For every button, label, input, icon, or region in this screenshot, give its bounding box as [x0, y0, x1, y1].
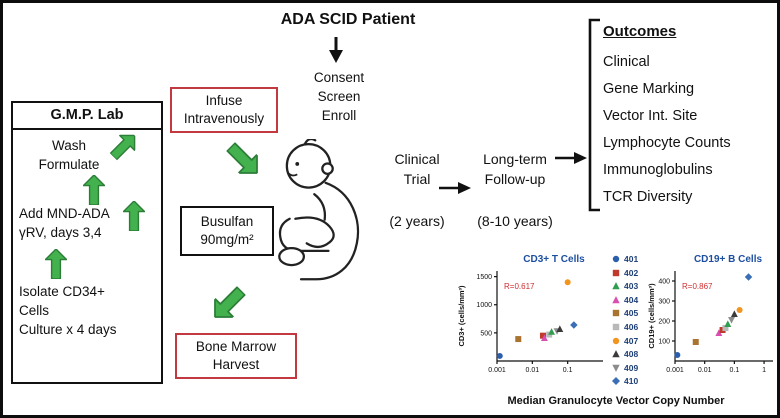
- legend-item: 403: [611, 280, 638, 292]
- svg-text:0.1: 0.1: [730, 367, 740, 374]
- cd19-chart: 100 200 300 400 0.001 0.01 0.1 1 CD19+ B Cells R=…: [647, 254, 773, 374]
- busulfan-box: Busulfan 90mg/m²: [180, 206, 274, 256]
- follow-up-label: Long-term Follow-up: [483, 151, 547, 188]
- svg-text:CD3+ T Cells: CD3+ T Cells: [523, 254, 585, 265]
- right-arrow-icon: [555, 152, 587, 164]
- legend-label: 405: [624, 308, 639, 319]
- legend-marker-icon: [612, 337, 620, 344]
- follow-up-duration: (8-10 years): [477, 213, 553, 229]
- svg-text:1500: 1500: [476, 274, 492, 281]
- legend-label: 410: [624, 376, 639, 387]
- legend-marker-icon: [612, 364, 620, 372]
- legend-marker-icon: [612, 323, 620, 331]
- legend-label: 408: [624, 349, 639, 360]
- legend-label: 401: [624, 254, 639, 264]
- outcomes-title: Outcomes: [603, 23, 677, 40]
- chart-legend: 401 402 403 404 405 406 407 408 409 410: [611, 253, 638, 387]
- legend-marker-icon: [612, 350, 620, 358]
- legend-item: 409: [611, 362, 638, 374]
- svg-text:R=0.867: R=0.867: [682, 282, 713, 291]
- outcome-item: Gene Marking: [603, 81, 695, 97]
- svg-text:300: 300: [658, 298, 670, 305]
- svg-text:1000: 1000: [476, 302, 492, 309]
- bone-marrow-box: Bone Marrow Harvest: [175, 333, 297, 379]
- svg-text:1: 1: [762, 367, 766, 374]
- gmp-step-wash: Wash Formulate: [38, 138, 100, 172]
- baby-illustration: [278, 139, 360, 281]
- legend-marker-icon: [612, 269, 620, 276]
- outcome-item: Clinical: [603, 54, 650, 70]
- legend-marker-icon: [612, 295, 620, 303]
- down-arrow-icon: [329, 37, 343, 63]
- legend-marker-icon: [612, 282, 620, 290]
- legend-label: 404: [624, 294, 639, 305]
- legend-label: 407: [624, 335, 639, 346]
- legend-marker-icon: [612, 377, 620, 386]
- svg-text:500: 500: [480, 330, 492, 337]
- legend-label: 409: [624, 362, 639, 373]
- page-title: ADA SCID Patient: [280, 11, 416, 28]
- legend-item: 406: [611, 321, 638, 333]
- svg-text:0.001: 0.001: [488, 367, 506, 374]
- outcome-item: Vector Int. Site: [603, 108, 698, 124]
- legend-label: 406: [624, 321, 639, 332]
- svg-text:CD19+ (cells/mm³): CD19+ (cells/mm³): [647, 283, 656, 349]
- svg-text:200: 200: [658, 318, 670, 325]
- legend-label: 402: [624, 267, 639, 278]
- outcomes-list: Clinical Gene Marking Vector Int. Site L…: [603, 49, 731, 211]
- svg-text:100: 100: [658, 338, 670, 345]
- gmp-step-add-vector: Add MND-ADA γRV, days 3,4: [19, 206, 110, 240]
- cd3-chart: 500 1000 1500 0.001 0.01 0.1 CD3+ T Cells R=0.6…: [457, 254, 603, 374]
- svg-text:R=0.617: R=0.617: [504, 282, 535, 291]
- green-arrow-up-icon: [83, 175, 105, 205]
- green-arrow-up-icon: [45, 249, 67, 279]
- gmp-step-isolate: Isolate CD34+ Cells Culture x 4 days: [19, 284, 117, 337]
- legend-item: 408: [611, 348, 638, 360]
- consent-text: Consent Screen Enroll: [313, 70, 365, 123]
- legend-item: 405: [611, 307, 638, 319]
- clinical-trial-label: Clinical Trial: [394, 151, 440, 188]
- gmp-lab-box: G.M.P. Lab: [11, 101, 163, 384]
- legend-item: 407: [611, 335, 638, 347]
- outcome-item: Lymphocyte Counts: [603, 135, 731, 151]
- svg-text:CD3+ (cells/mm³): CD3+ (cells/mm³): [457, 285, 466, 347]
- legend-item: 401: [611, 253, 638, 265]
- svg-text:400: 400: [658, 278, 670, 285]
- svg-text:0.1: 0.1: [563, 367, 573, 374]
- green-arrow-up-icon: [123, 201, 145, 231]
- green-arrow-se-icon: [226, 142, 258, 174]
- outcomes-bracket-icon: [588, 18, 600, 212]
- legend-marker-icon: [612, 310, 620, 317]
- charts-xlabel: Median Granulocyte Vector Copy Number: [507, 395, 725, 407]
- legend-item: 410: [611, 375, 638, 387]
- svg-text:CD19+ B Cells: CD19+ B Cells: [694, 254, 763, 265]
- svg-text:0.01: 0.01: [526, 367, 540, 374]
- legend-label: 403: [624, 281, 639, 292]
- gmp-lab-title: G.M.P. Lab: [13, 103, 161, 130]
- infuse-box: Infuse Intravenously: [170, 87, 278, 133]
- legend-marker-icon: [612, 255, 620, 263]
- right-arrow-icon: [439, 182, 471, 194]
- green-arrow-ne-icon: [109, 134, 136, 161]
- green-arrow-sw-icon: [214, 286, 246, 318]
- legend-item: 404: [611, 294, 638, 306]
- svg-text:0.001: 0.001: [666, 367, 684, 374]
- clinical-trial-duration: (2 years): [389, 213, 445, 229]
- svg-text:0.01: 0.01: [698, 367, 712, 374]
- outcome-item: Immunoglobulins: [603, 162, 713, 178]
- legend-item: 402: [611, 267, 638, 279]
- outcome-item: TCR Diversity: [603, 189, 693, 205]
